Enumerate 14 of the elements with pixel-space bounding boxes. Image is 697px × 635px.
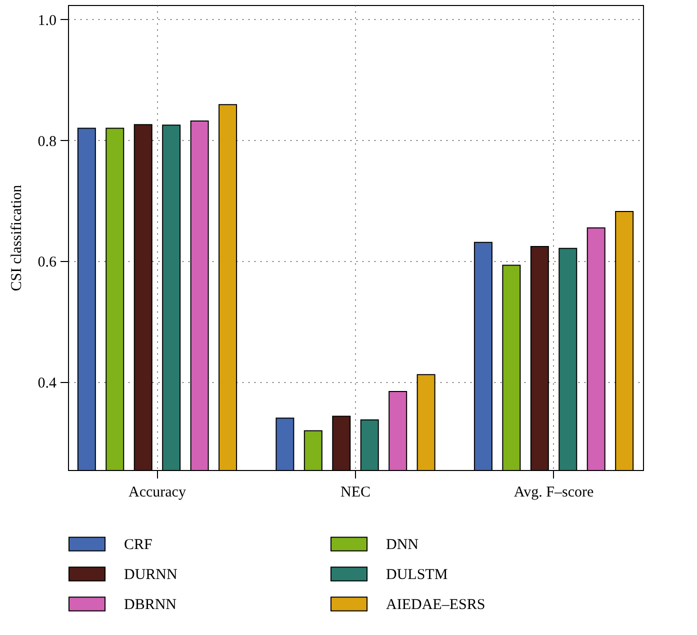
y-tick-label: 0.6 [38,254,57,271]
legend-label: DBRNN [124,597,177,613]
legend-label: DURNN [124,567,178,583]
legend-label: CRF [124,537,152,554]
y-tick-label: 1.0 [38,12,56,29]
legend-label: DNN [386,537,419,554]
y-tick-label: 0.4 [38,375,57,392]
legend-label: AIEDAE–ESRS [386,597,486,613]
y-tick-label: 0.8 [38,134,56,150]
x-tick-label: Avg. F–score [514,484,594,500]
x-tick-label: NEC [340,484,370,500]
x-tick-label: Accuracy [128,484,186,500]
legend-label: DULSTM [386,567,448,583]
y-axis-title: CSI classification [8,184,25,292]
